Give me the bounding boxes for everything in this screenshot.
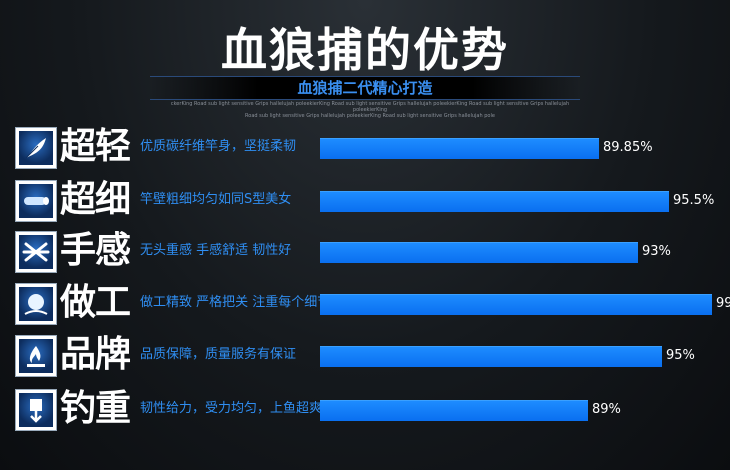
burst-icon bbox=[19, 235, 53, 269]
feature-label: 超细 bbox=[60, 179, 131, 220]
feature-description: 优质碳纤维竿身，坚挺柔韧 bbox=[140, 139, 297, 154]
icon-frame bbox=[15, 180, 57, 222]
feature-percent: 89% bbox=[592, 402, 621, 417]
feature-description: 韧性给力，受力均匀，上鱼超爽 bbox=[140, 401, 323, 416]
feature-bar bbox=[320, 346, 662, 367]
tagline-line-1: ckerKing Road sub light sensitive Grips … bbox=[170, 101, 570, 113]
feature-percent: 99 bbox=[716, 296, 730, 311]
icon-frame bbox=[15, 283, 57, 325]
flame-icon bbox=[19, 339, 53, 373]
feature-description: 做工精致 严格把关 注重每个细节 bbox=[140, 295, 331, 310]
feature-percent: 89.85% bbox=[603, 140, 653, 155]
feature-bar bbox=[320, 191, 669, 212]
feature-percent: 95% bbox=[666, 348, 695, 363]
feature-row-brand: 品牌 品质保障，质量服务有保证 95% bbox=[0, 334, 730, 379]
page-title: 血狼捕的优势 bbox=[221, 23, 509, 77]
feather-icon bbox=[19, 131, 53, 165]
feature-bar bbox=[320, 242, 638, 263]
tagline-line-2: Road sub light sensitive Grips halleluja… bbox=[245, 113, 495, 119]
feature-label: 钓重 bbox=[60, 388, 131, 429]
icon-frame bbox=[15, 127, 57, 169]
weight-arrow-icon bbox=[19, 393, 53, 427]
feature-bar bbox=[320, 400, 588, 421]
icon-frame bbox=[15, 335, 57, 377]
feature-description: 品质保障，质量服务有保证 bbox=[140, 347, 297, 362]
feature-row-thin: 超细 竿壁粗细均匀如同S型美女 95.5% bbox=[0, 179, 730, 224]
feature-label: 超轻 bbox=[60, 126, 131, 167]
rod-tube-icon bbox=[19, 184, 53, 218]
icon-frame bbox=[15, 231, 57, 273]
feature-bar bbox=[320, 138, 599, 159]
feature-description: 竿壁粗细均匀如同S型美女 bbox=[140, 192, 292, 207]
feature-percent: 93% bbox=[642, 244, 671, 259]
feature-percent: 95.5% bbox=[673, 193, 715, 208]
feature-label: 品牌 bbox=[60, 334, 131, 375]
tagline: ckerKing Road sub light sensitive Grips … bbox=[160, 101, 580, 119]
feature-row-light: 超轻 优质碳纤维竿身，坚挺柔韧 89.85% bbox=[0, 126, 730, 171]
feature-description: 无头重感 手感舒适 韧性好 bbox=[140, 243, 292, 258]
icon-frame bbox=[15, 389, 57, 431]
feature-row-craft: 做工 做工精致 严格把关 注重每个细节 99 bbox=[0, 282, 730, 327]
feature-row-load: 钓重 韧性给力，受力均匀，上鱼超爽 89% bbox=[0, 388, 730, 433]
feature-row-feel: 手感 无头重感 手感舒适 韧性好 93% bbox=[0, 230, 730, 275]
feature-bar bbox=[320, 294, 712, 315]
sphere-icon bbox=[19, 287, 53, 321]
page-subtitle: 血狼捕二代精心打造 bbox=[150, 76, 580, 100]
feature-label: 做工 bbox=[60, 282, 131, 323]
feature-label: 手感 bbox=[60, 230, 131, 271]
